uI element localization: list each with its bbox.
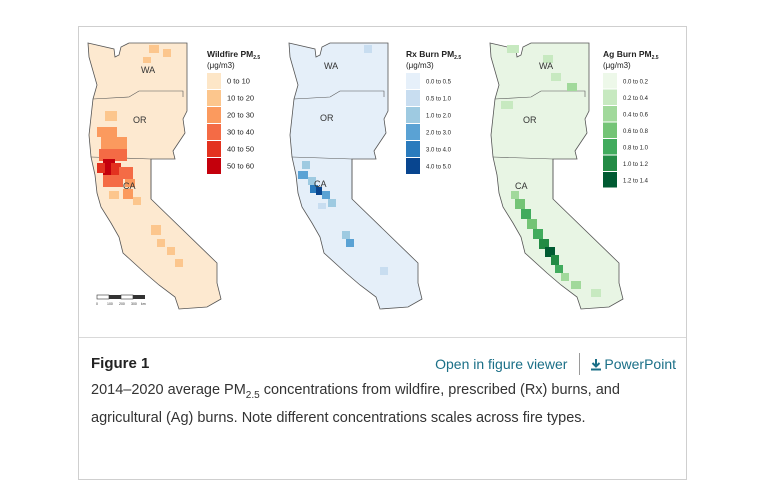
scale-unit: km <box>141 302 146 306</box>
legend-swatch <box>406 158 420 174</box>
legend-title: Wildfire PM2.5 <box>207 49 260 61</box>
legend-swatch <box>207 73 221 89</box>
legend-units: (μg/m3) <box>603 61 631 70</box>
ag-burn-map-shape <box>489 42 624 310</box>
download-icon <box>591 358 602 370</box>
legend-title: Rx Burn PM2.5 <box>406 49 461 61</box>
caption-text-before: 2014–2020 average PM <box>91 382 246 398</box>
legend-label: 0.8 to 1.0 <box>623 145 649 151</box>
legend-swatch <box>406 90 420 106</box>
legend-swatch <box>207 124 221 140</box>
wildfire-legend: Wildfire PM2.5(μg/m3) 0 to 10 10 to 20 20 t… <box>207 49 260 174</box>
legend-swatch <box>406 73 420 89</box>
scale-bar: 0 100 200 300 km <box>96 294 146 306</box>
legend-label: 1.2 to 1.4 <box>623 178 649 184</box>
actions-divider <box>579 353 581 375</box>
rx-burn-map-shape <box>288 42 423 310</box>
powerpoint-download-link[interactable]: PowerPoint <box>590 356 676 372</box>
caption-text-after: concentrations from wildfire, prescribed… <box>91 382 620 426</box>
figure-label: Figure 1 <box>91 355 150 372</box>
legend-label: 0.6 to 0.8 <box>623 129 649 135</box>
map-ag-burn: WA OR CA Ag Burn PM2.5(μg/m3) 0.0 to 0.2 0… <box>489 42 659 310</box>
legend-swatch <box>207 158 221 174</box>
wildfire-concentration-cells <box>97 45 183 267</box>
legend-swatch <box>603 172 617 188</box>
legend-swatch <box>406 124 420 140</box>
legend-label: 0 to 10 <box>227 77 250 86</box>
powerpoint-label: PowerPoint <box>604 356 676 372</box>
state-label-ca: CA <box>515 181 528 191</box>
rx-burn-concentration-cells <box>298 45 388 275</box>
open-figure-viewer-link[interactable]: Open in figure viewer <box>435 356 568 372</box>
legend-label: 30 to 40 <box>227 128 254 137</box>
legend-label: 10 to 20 <box>227 94 254 103</box>
legend-label: 0.0 to 0.5 <box>426 80 452 86</box>
legend-swatch <box>406 107 420 123</box>
legend-label: 1.0 to 2.0 <box>426 114 452 120</box>
legend-title-subscript: 2.5 <box>454 55 461 61</box>
map-wildfire: WA OR CA 0 100 200 300 km Wildfire PM2.5… <box>87 42 260 310</box>
legend-swatch <box>406 141 420 157</box>
scale-tick: 100 <box>107 302 113 306</box>
caption-subscript: 2.5 <box>245 389 260 401</box>
state-label-wa: WA <box>141 65 155 75</box>
legend-label: 0.2 to 0.4 <box>623 96 649 102</box>
map-rx-burn: WA OR CA Rx Burn PM2.5(μg/m3) 0.0 to 0.5 0… <box>288 42 461 310</box>
legend-swatch <box>603 106 617 122</box>
legend-label: 2.0 to 3.0 <box>426 131 452 137</box>
legend-swatch <box>603 139 617 155</box>
legend-title-subscript: 2.5 <box>253 55 260 61</box>
legend-label: 50 to 60 <box>227 162 254 171</box>
rx-burn-legend: Rx Burn PM2.5(μg/m3) 0.0 to 0.5 0.5 to 1.0… <box>406 49 461 174</box>
legend-label: 0.5 to 1.0 <box>426 97 452 103</box>
scale-tick: 0 <box>96 302 98 306</box>
legend-units: (μg/m3) <box>406 61 434 70</box>
legend-swatch <box>207 107 221 123</box>
scale-tick: 200 <box>119 302 125 306</box>
legend-label: 1.0 to 1.2 <box>623 162 649 168</box>
figure-image: WA OR CA 0 100 200 300 km Wildfire PM2.5… <box>79 27 686 338</box>
ag-burn-legend: Ag Burn PM2.5(μg/m3) 0.0 to 0.2 0.2 to 0.4… <box>603 49 659 188</box>
state-label-wa: WA <box>539 61 553 71</box>
legend-label: 20 to 30 <box>227 111 254 120</box>
ag-burn-concentration-cells <box>501 45 601 297</box>
legend-swatch <box>603 122 617 138</box>
maps-figure: WA OR CA 0 100 200 300 km Wildfire PM2.5… <box>87 42 659 310</box>
legend-swatch <box>603 155 617 171</box>
legend-title: Ag Burn PM2.5 <box>603 49 659 61</box>
legend-label: 4.0 to 5.0 <box>426 165 452 171</box>
scale-tick: 300 <box>131 302 137 306</box>
figure-caption: 2014–2020 average PM2.5 concentrations f… <box>91 379 676 430</box>
legend-label: 0.4 to 0.6 <box>623 112 649 118</box>
state-label-or: OR <box>523 115 537 125</box>
legend-swatch <box>207 90 221 106</box>
state-label-or: OR <box>320 113 334 123</box>
legend-units: (μg/m3) <box>207 61 235 70</box>
state-label-ca: CA <box>314 179 327 189</box>
figure-card: WA OR CA 0 100 200 300 km Wildfire PM2.5… <box>78 26 687 480</box>
state-label-ca: CA <box>123 181 136 191</box>
state-label-wa: WA <box>324 61 338 71</box>
legend-label: 0.0 to 0.2 <box>623 79 649 85</box>
state-label-or: OR <box>133 115 147 125</box>
legend-label: 40 to 50 <box>227 145 254 154</box>
legend-swatch <box>603 89 617 105</box>
legend-swatch <box>207 141 221 157</box>
legend-title-subscript: 2.5 <box>652 55 659 61</box>
legend-swatch <box>603 73 617 89</box>
legend-label: 3.0 to 4.0 <box>426 148 452 154</box>
figure-actions: Open in figure viewer PowerPoint <box>435 353 676 375</box>
